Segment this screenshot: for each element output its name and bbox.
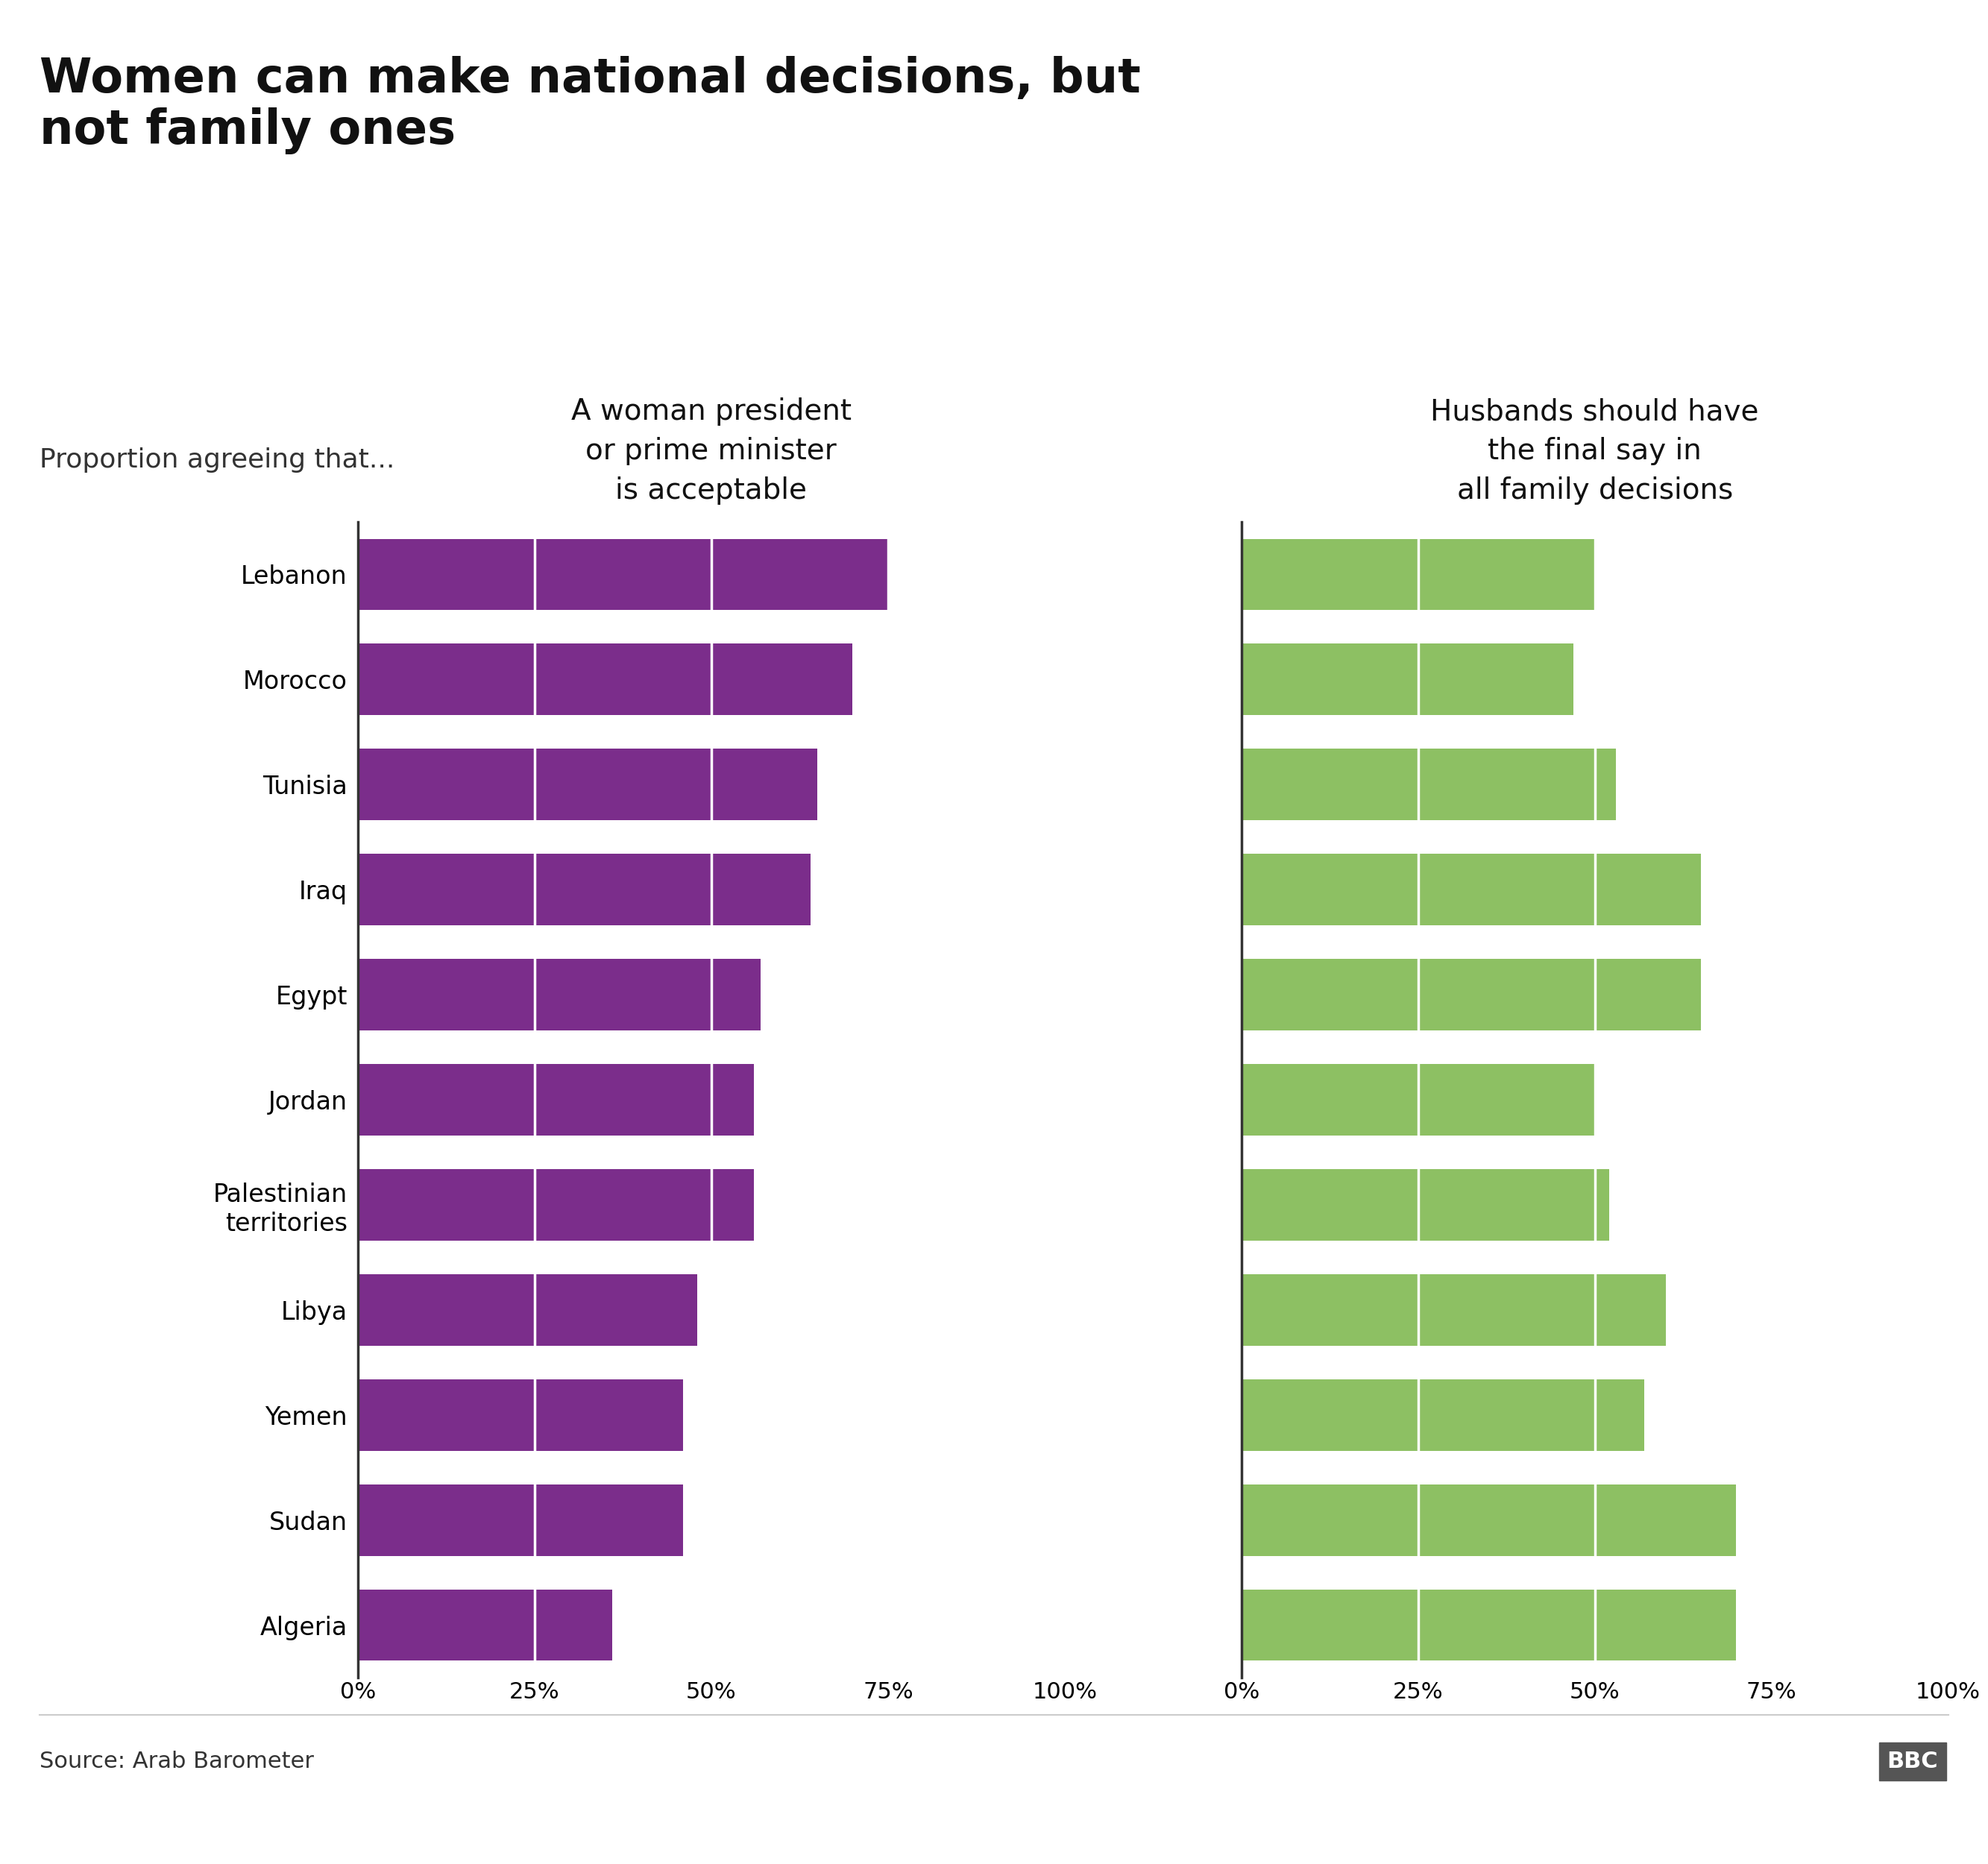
- Bar: [358, 1064, 753, 1135]
- Bar: [358, 1590, 612, 1661]
- Bar: [358, 854, 811, 925]
- Bar: [1241, 643, 1574, 716]
- Text: BBC: BBC: [1887, 1750, 1938, 1773]
- Bar: [358, 1169, 753, 1241]
- Bar: [1241, 1379, 1644, 1450]
- Text: Proportion agreeing that...: Proportion agreeing that...: [40, 447, 396, 473]
- Bar: [1241, 749, 1616, 820]
- Bar: [358, 958, 761, 1031]
- Title: A woman president
or prime minister
is acceptable: A woman president or prime minister is a…: [571, 397, 851, 505]
- Bar: [358, 1484, 684, 1556]
- Bar: [358, 643, 853, 716]
- Title: Husbands should have
the final say in
all family decisions: Husbands should have the final say in al…: [1431, 397, 1759, 505]
- Bar: [358, 1275, 698, 1346]
- Bar: [1241, 539, 1594, 610]
- Bar: [358, 539, 889, 610]
- Bar: [1241, 1169, 1608, 1241]
- Bar: [358, 1379, 684, 1450]
- Bar: [1241, 1275, 1666, 1346]
- Bar: [1241, 854, 1702, 925]
- Bar: [1241, 1484, 1736, 1556]
- Bar: [358, 749, 817, 820]
- Text: Women can make national decisions, but
not family ones: Women can make national decisions, but n…: [40, 56, 1141, 155]
- Bar: [1241, 958, 1702, 1031]
- Bar: [1241, 1064, 1594, 1135]
- Bar: [1241, 1590, 1736, 1661]
- Text: Source: Arab Barometer: Source: Arab Barometer: [40, 1750, 314, 1773]
